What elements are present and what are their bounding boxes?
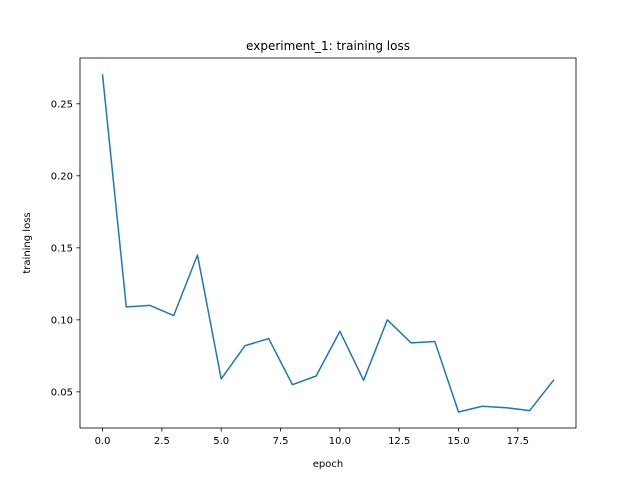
x-axis-title: epoch <box>313 459 343 470</box>
x-tick-label: 0.0 <box>95 436 111 447</box>
y-tick-label: 0.20 <box>51 171 73 182</box>
series-layer <box>101 74 555 413</box>
y-tick-label: 0.15 <box>51 243 73 254</box>
x-tick-label: 5.0 <box>213 436 229 447</box>
x-tick-label: 7.5 <box>273 436 289 447</box>
y-tick-label: 0.10 <box>51 315 73 326</box>
x-tick-label: 10.0 <box>329 436 351 447</box>
y-tick-label: 0.25 <box>51 99 73 110</box>
series-line <box>101 74 555 413</box>
x-tick-label: 15.0 <box>447 436 469 447</box>
y-axis: 0.05 0.10 0.15 0.20 0.25 <box>51 99 80 398</box>
x-tick-label: 12.5 <box>388 436 410 447</box>
x-tick-label: 17.5 <box>507 436 529 447</box>
chart-title: experiment_1: training loss <box>246 39 410 53</box>
plot-frame <box>79 57 577 429</box>
x-axis: 0.0 2.5 5.0 7.5 10.0 12.5 15.0 17.5 <box>95 428 529 447</box>
y-axis-title: training loss <box>22 212 33 273</box>
y-tick-label: 0.05 <box>51 387 73 398</box>
x-tick-label: 2.5 <box>154 436 170 447</box>
